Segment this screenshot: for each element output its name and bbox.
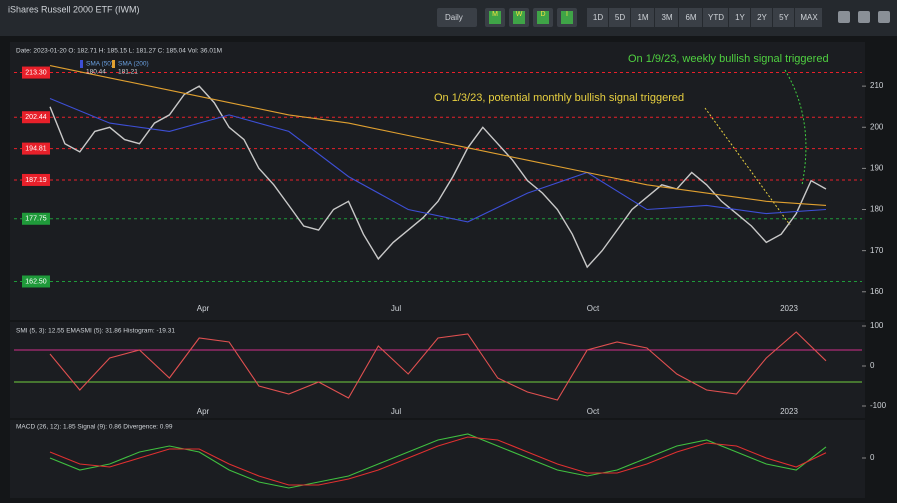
series-line — [49, 331, 827, 401]
x-tick-label: Oct — [587, 304, 600, 313]
range-button[interactable] — [631, 8, 654, 27]
range-button[interactable] — [655, 8, 678, 27]
smi-panel — [10, 322, 865, 418]
range-label: 2Y — [757, 13, 767, 22]
range-label: MAX — [800, 13, 818, 22]
range-button[interactable] — [703, 8, 728, 27]
level-box — [22, 173, 50, 186]
series-line — [49, 65, 827, 206]
range-label: 5Y — [779, 13, 789, 22]
series-line — [49, 85, 827, 269]
range-label: 1M — [637, 13, 648, 22]
series-line — [49, 436, 827, 486]
frequency-icon — [561, 11, 573, 24]
x-tick-label: Jul — [391, 407, 401, 416]
range-button[interactable] — [773, 8, 794, 27]
level-label: 187.19 — [25, 177, 47, 184]
range-button[interactable] — [587, 8, 608, 27]
y-tick-label: 0 — [870, 361, 875, 370]
price-panel — [10, 42, 865, 320]
frequency-label: D — [540, 11, 545, 18]
level-box — [22, 275, 50, 288]
frequency-label: I — [566, 11, 568, 18]
frequency-icon — [537, 11, 549, 24]
x-tick-label: Apr — [197, 407, 210, 416]
range-button[interactable] — [751, 8, 772, 27]
y-tick-label: 0 — [870, 453, 875, 462]
macd-panel — [10, 420, 865, 498]
annotation: On 1/3/23, potential monthly bullish sig… — [434, 92, 684, 104]
legend: MACD (26, 12): 1.85 Signal (9): 0.86 Div… — [16, 424, 173, 431]
level-label: 194.81 — [25, 145, 47, 152]
title: iShares Russell 2000 ETF (IWM) — [8, 4, 140, 14]
annotation: On 1/9/23, weekly bullish signal trigger… — [628, 53, 829, 65]
legend-value: 180.44 — [86, 69, 106, 76]
range-button[interactable] — [609, 8, 630, 27]
level-box — [22, 212, 50, 225]
y-tick-label: 190 — [870, 163, 884, 172]
legend-value: 181.21 — [118, 69, 138, 76]
range-label: YTD — [708, 13, 724, 22]
level-label: 162.50 — [25, 278, 47, 285]
legend-name: SMA (50) — [86, 61, 113, 68]
y-tick-label: 200 — [870, 122, 884, 131]
annotation-arrow — [784, 69, 807, 186]
level-label: 202.44 — [25, 114, 47, 121]
interval-button[interactable] — [437, 8, 477, 27]
level-label: 213.30 — [25, 69, 47, 76]
interval-label: Daily — [445, 13, 463, 22]
y-tick-label: 180 — [870, 205, 884, 214]
level-label: 177.75 — [25, 216, 47, 223]
frequency-label: W — [516, 11, 523, 18]
level-box — [22, 66, 50, 79]
y-tick-label: -100 — [870, 401, 887, 410]
range-label: 6M — [685, 13, 696, 22]
range-button[interactable] — [729, 8, 750, 27]
level-box — [22, 142, 50, 155]
range-button[interactable] — [679, 8, 702, 27]
tool-icon[interactable] — [858, 11, 870, 23]
frequency-icon — [489, 11, 501, 24]
y-tick-label: 160 — [870, 287, 884, 296]
x-tick-label: Apr — [197, 304, 210, 313]
series-line — [49, 97, 827, 223]
tool-icon[interactable] — [838, 11, 850, 23]
range-button[interactable] — [795, 8, 822, 27]
legend-swatch — [80, 60, 83, 68]
level-box — [22, 111, 50, 124]
annotation-arrow — [704, 107, 791, 226]
x-tick-label: 2023 — [780, 304, 798, 313]
tool-icon[interactable] — [878, 11, 890, 23]
y-tick-label: 100 — [870, 321, 884, 330]
info-line: Date: 2023-01-20 O: 182.71 H: 185.15 L: … — [16, 48, 222, 55]
frequency-icon — [513, 11, 525, 24]
x-tick-label: Oct — [587, 407, 600, 416]
range-label: 5D — [615, 13, 625, 22]
range-label: 1D — [593, 13, 603, 22]
x-tick-label: 2023 — [780, 407, 798, 416]
x-tick-label: Jul — [391, 304, 401, 313]
range-label: 3M — [661, 13, 672, 22]
y-tick-label: 170 — [870, 246, 884, 255]
range-label: 1Y — [735, 13, 745, 22]
legend: SMI (5, 3): 12.55 EMASMI (5): 31.86 Hist… — [16, 328, 175, 335]
legend-swatch — [112, 60, 115, 68]
legend-name: SMA (200) — [118, 61, 149, 68]
frequency-label: M — [492, 11, 498, 18]
series-line — [49, 433, 827, 489]
y-tick-label: 210 — [870, 81, 884, 90]
